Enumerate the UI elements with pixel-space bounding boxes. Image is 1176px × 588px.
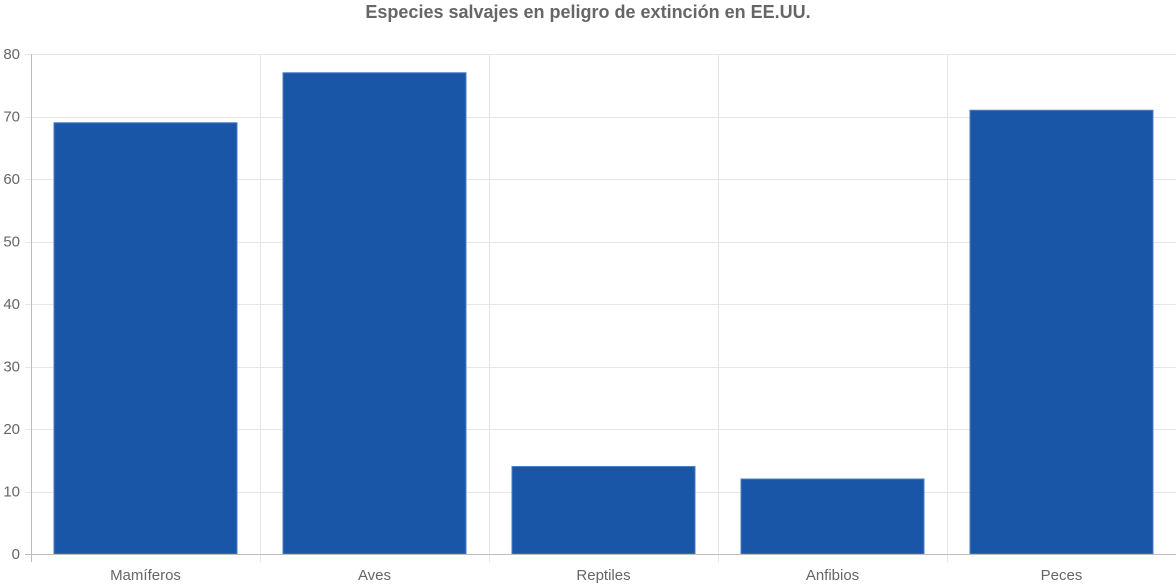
axes [25, 54, 1176, 562]
y-tick-label: 80 [3, 46, 20, 63]
x-tick-label: Mamíferos [110, 567, 181, 584]
bars [53, 72, 1154, 555]
y-tick-labels: 0 10 20 30 40 50 60 70 80 [3, 46, 20, 563]
x-tick-label: Peces [1041, 567, 1083, 584]
y-tick-label: 70 [3, 109, 20, 126]
bar-3 [740, 478, 925, 555]
bar-2 [511, 466, 696, 555]
x-tick-label: Anfibios [806, 567, 859, 584]
y-tick-label: 20 [3, 421, 20, 438]
bar-0 [53, 122, 238, 555]
y-tick-label: 60 [3, 171, 20, 188]
x-tick-labels: Mamíferos Aves Reptiles Anfibios Peces [110, 567, 1082, 584]
chart-title: Especies salvajes en peligro de extinció… [365, 2, 811, 22]
y-tick-label: 0 [12, 546, 20, 563]
x-tick-label: Aves [358, 567, 391, 584]
y-tick-label: 30 [3, 359, 20, 376]
y-tick-label: 10 [3, 484, 20, 501]
bar-1 [282, 72, 467, 555]
bar-4 [969, 109, 1154, 555]
y-tick-label: 40 [3, 296, 20, 313]
y-tick-label: 50 [3, 234, 20, 251]
x-tick-label: Reptiles [576, 567, 630, 584]
